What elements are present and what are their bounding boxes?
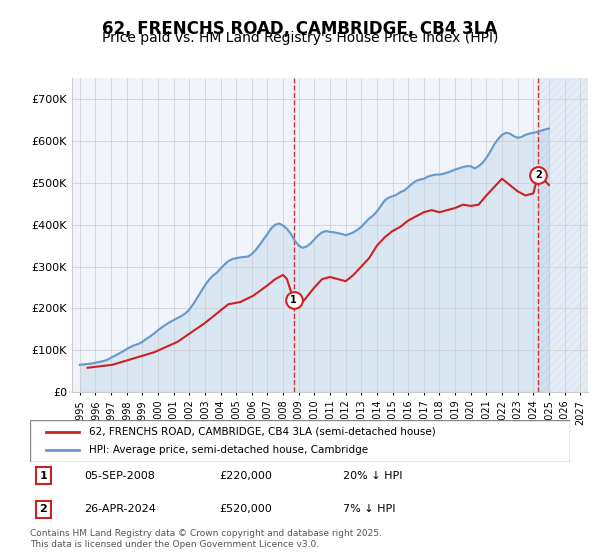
Text: 7% ↓ HPI: 7% ↓ HPI: [343, 505, 396, 515]
Text: 2: 2: [535, 170, 542, 180]
Text: 1: 1: [290, 295, 297, 305]
FancyBboxPatch shape: [30, 420, 570, 463]
Text: 62, FRENCHS ROAD, CAMBRIDGE, CB4 3LA (semi-detached house): 62, FRENCHS ROAD, CAMBRIDGE, CB4 3LA (se…: [89, 427, 436, 437]
Text: 62, FRENCHS ROAD, CAMBRIDGE, CB4 3LA: 62, FRENCHS ROAD, CAMBRIDGE, CB4 3LA: [103, 20, 497, 38]
Text: 26-APR-2024: 26-APR-2024: [84, 505, 156, 515]
Text: £520,000: £520,000: [219, 505, 272, 515]
Text: HPI: Average price, semi-detached house, Cambridge: HPI: Average price, semi-detached house,…: [89, 445, 368, 455]
Text: 05-SEP-2008: 05-SEP-2008: [84, 470, 155, 480]
Text: 1: 1: [40, 470, 47, 480]
Text: £220,000: £220,000: [219, 470, 272, 480]
Text: 20% ↓ HPI: 20% ↓ HPI: [343, 470, 403, 480]
Text: Price paid vs. HM Land Registry's House Price Index (HPI): Price paid vs. HM Land Registry's House …: [102, 31, 498, 45]
Text: Contains HM Land Registry data © Crown copyright and database right 2025.
This d: Contains HM Land Registry data © Crown c…: [30, 529, 382, 549]
Bar: [538, 78, 588, 392]
Text: 2: 2: [40, 505, 47, 515]
